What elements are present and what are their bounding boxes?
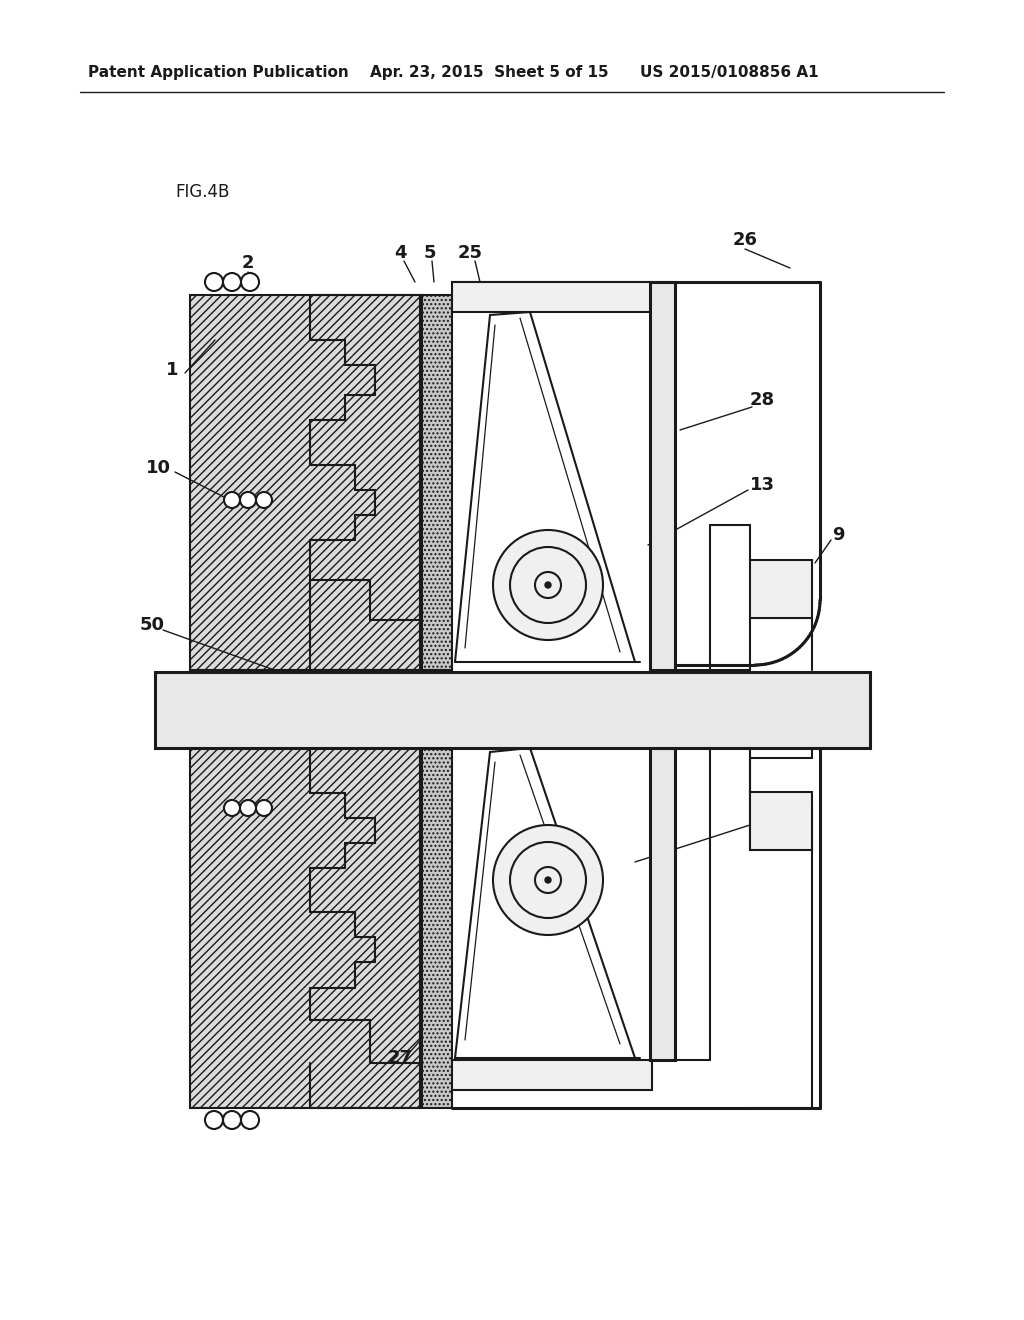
Text: 5: 5	[424, 244, 436, 261]
Text: 25: 25	[458, 244, 482, 261]
Circle shape	[224, 800, 240, 816]
Circle shape	[240, 492, 256, 508]
Circle shape	[545, 876, 551, 883]
Text: US 2015/0108856 A1: US 2015/0108856 A1	[640, 65, 818, 79]
Text: FIG.4B: FIG.4B	[175, 183, 229, 201]
Circle shape	[205, 273, 223, 290]
Circle shape	[223, 1111, 241, 1129]
Circle shape	[545, 582, 551, 587]
Text: 26: 26	[732, 231, 758, 249]
Bar	[750, 792, 812, 850]
Bar	[650, 282, 675, 671]
Circle shape	[256, 492, 272, 508]
Text: 50: 50	[139, 616, 165, 634]
Bar	[452, 1060, 652, 1090]
Text: 28: 28	[750, 391, 774, 409]
Circle shape	[493, 825, 603, 935]
Bar	[422, 748, 452, 1107]
Text: 14: 14	[750, 810, 774, 829]
Circle shape	[241, 273, 259, 290]
Bar	[190, 748, 420, 1107]
Text: Apr. 23, 2015  Sheet 5 of 15: Apr. 23, 2015 Sheet 5 of 15	[370, 65, 608, 79]
Circle shape	[493, 531, 603, 640]
Bar	[452, 282, 652, 312]
Text: 4: 4	[394, 244, 407, 261]
Text: 9: 9	[831, 525, 844, 544]
Circle shape	[224, 492, 240, 508]
Bar	[155, 672, 870, 748]
Text: 2: 2	[242, 253, 254, 272]
Bar	[190, 294, 420, 671]
Text: 10: 10	[145, 459, 171, 477]
Text: 13: 13	[750, 477, 774, 494]
Text: 1: 1	[166, 360, 178, 379]
Circle shape	[240, 800, 256, 816]
Circle shape	[223, 273, 241, 290]
Text: 27: 27	[387, 1049, 413, 1067]
Text: Patent Application Publication: Patent Application Publication	[88, 65, 349, 79]
Bar	[750, 560, 812, 618]
Bar	[422, 294, 452, 671]
Bar	[650, 748, 675, 1060]
Circle shape	[205, 1111, 223, 1129]
Circle shape	[256, 800, 272, 816]
Circle shape	[241, 1111, 259, 1129]
